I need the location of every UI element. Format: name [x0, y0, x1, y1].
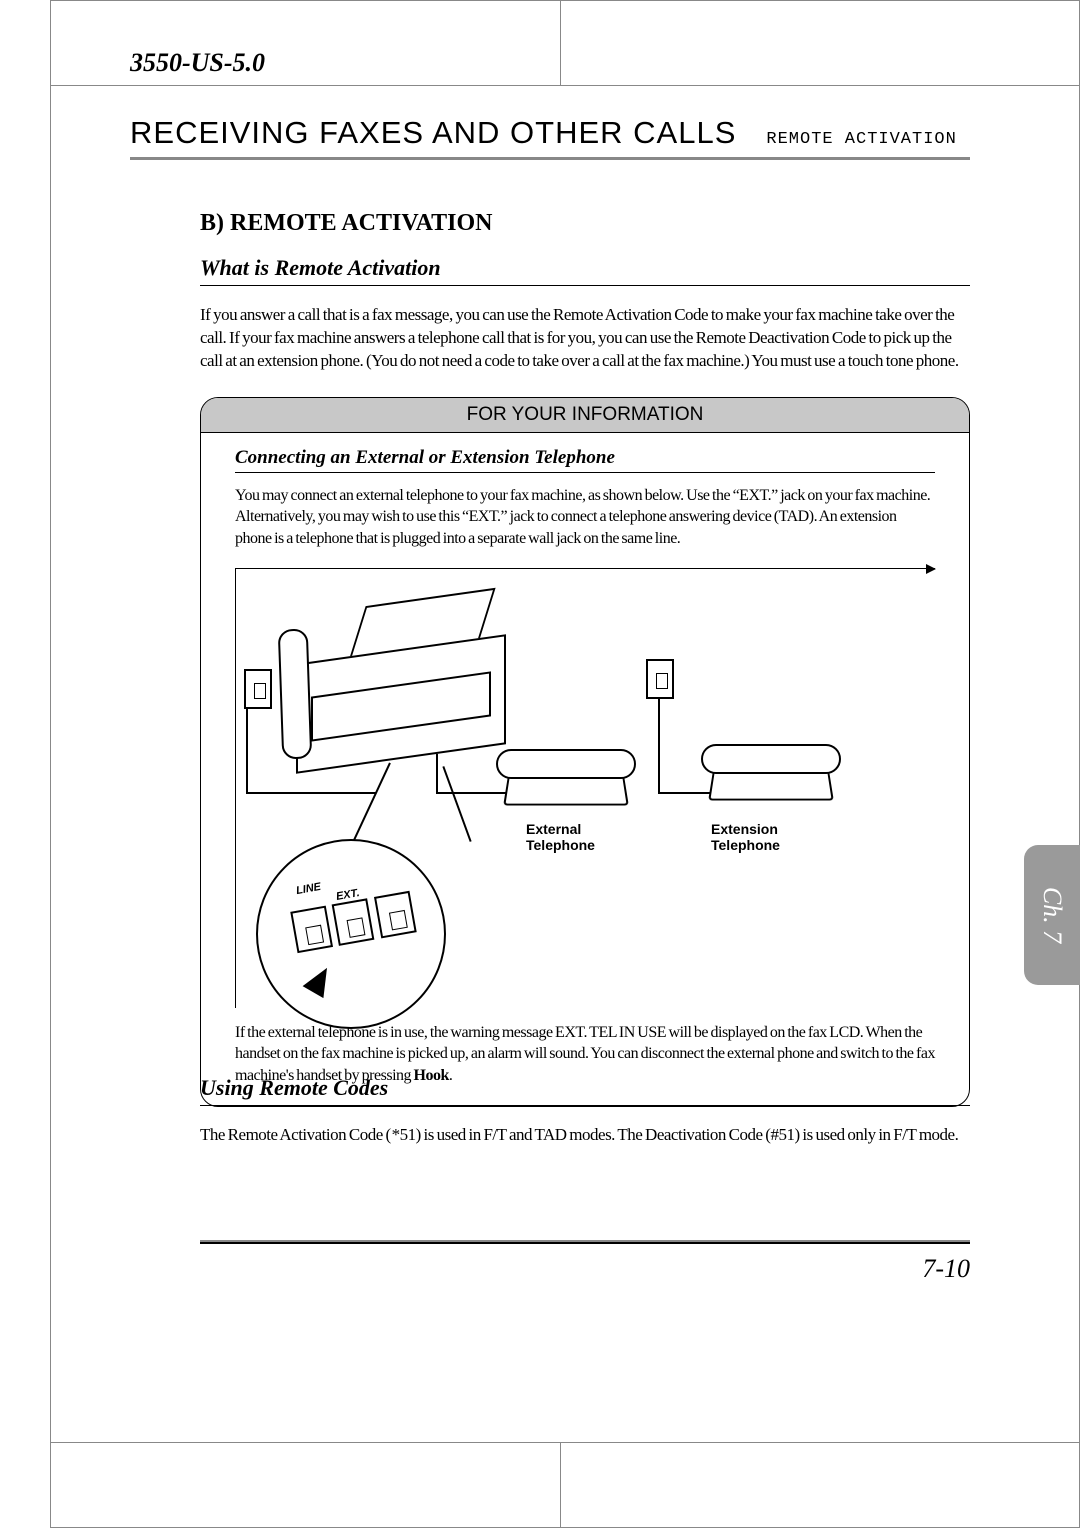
port-callout: LINE EXT.: [256, 839, 446, 1029]
crop-mark: [560, 1443, 561, 1528]
fax-machine-icon: [276, 599, 516, 779]
body-using-codes: The Remote Activation Code ( *51) is use…: [200, 1124, 970, 1147]
wire: [246, 709, 248, 794]
port-icon: [374, 890, 417, 938]
section-header: RECEIVING FAXES AND OTHER CALLS REMOTE A…: [130, 115, 970, 160]
label-external-telephone: External Telephone: [526, 821, 595, 855]
wire: [658, 699, 660, 794]
wall-jack-icon: [244, 669, 272, 709]
page-number: 7-10: [922, 1254, 970, 1284]
chapter-tab: Ch. 7: [1024, 845, 1080, 985]
section-subtitle: REMOTE ACTIVATION: [766, 130, 956, 149]
arrow-icon: [926, 564, 936, 574]
fyi-body-1: You may connect an external telephone to…: [235, 485, 935, 550]
fyi-title: FOR YOUR INFORMATION: [201, 398, 969, 433]
heading-b: B) REMOTE ACTIVATION: [200, 210, 970, 237]
crop-mark: [50, 85, 1080, 86]
crop-mark: [50, 1442, 1080, 1443]
port-label-line: LINE: [295, 881, 322, 897]
line-port-icon: [290, 905, 333, 953]
label-extension-telephone: Extension Telephone: [711, 821, 780, 855]
wire: [246, 792, 376, 794]
footer-rule: [200, 1240, 970, 1244]
extension-phone-icon: [701, 744, 841, 804]
body-what-is: If you answer a call that is a fax messa…: [200, 304, 970, 373]
ext-port-icon: [332, 898, 375, 946]
subheading-using-codes: Using Remote Codes: [200, 1075, 970, 1106]
external-phone-icon: [496, 749, 636, 809]
subheading-what-is: What is Remote Activation: [200, 255, 970, 286]
fyi-subtitle: Connecting an External or Extension Tele…: [235, 447, 935, 473]
chapter-tab-label: Ch. 7: [1037, 887, 1067, 943]
fyi-box: FOR YOUR INFORMATION Connecting an Exter…: [200, 397, 970, 1108]
arrow-icon: [303, 961, 338, 997]
wall-jack-icon: [646, 659, 674, 699]
section-title: RECEIVING FAXES AND OTHER CALLS: [130, 115, 736, 151]
doc-id: 3550-US-5.0: [130, 48, 265, 78]
crop-mark: [560, 0, 561, 85]
connection-diagram: External Telephone Extension Telephone L…: [235, 568, 935, 1008]
